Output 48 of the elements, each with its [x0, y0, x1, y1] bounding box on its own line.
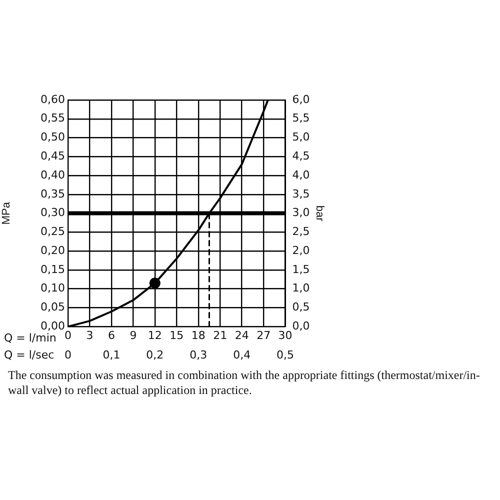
x-tick-label: 3: [86, 329, 94, 342]
x2-tick-label: 0,1: [102, 348, 120, 362]
y2-tick-label: 4,0: [292, 168, 310, 182]
x-tick-label: 0: [64, 329, 72, 342]
y-tick-label: 0,00: [40, 319, 65, 332]
x-tick-label: 18: [191, 329, 206, 342]
y-tick-label: 0,10: [40, 282, 65, 295]
y2-tick-label: 0,5: [292, 300, 310, 314]
y-tick-label: 0,35: [40, 187, 65, 200]
y-tick-label: 0,25: [40, 225, 65, 238]
y-tick-label: 0,50: [40, 130, 65, 144]
y2-tick-label: 5,5: [292, 112, 310, 125]
x2-tick-label: 0,5: [276, 348, 294, 362]
y2-tick-label: 6,0: [292, 92, 310, 106]
y2-tick-label: 2,0: [292, 244, 310, 257]
y2-tick-label: 1,5: [292, 262, 310, 276]
y-tick-label: 0,45: [40, 150, 65, 163]
y-tick-label: 0,15: [40, 262, 65, 276]
x2-tick-label: 0,4: [233, 348, 251, 362]
x-axis-title: Q = l/min: [4, 331, 56, 344]
x-tick-label: 9: [130, 329, 137, 342]
y2-tick-label: 2,5: [292, 225, 310, 238]
x-tick-label: 12: [148, 329, 162, 342]
y-tick-label: 0,20: [40, 244, 65, 257]
y2-axis-title: bar: [313, 205, 326, 222]
x-tick-label: 27: [256, 329, 271, 342]
y-tick-label: 0,40: [40, 168, 65, 182]
x-tick-label: 30: [278, 329, 292, 342]
x2-tick-label: 0,3: [190, 348, 208, 362]
y2-tick-label: 0,0: [292, 319, 310, 332]
y-tick-label: 0,55: [40, 112, 65, 125]
x2-tick-label: 0,2: [146, 348, 164, 362]
y2-tick-label: 3,5: [292, 187, 310, 200]
y-tick-label: 0,30: [40, 206, 65, 220]
text: The consumption was measured in combination with the appropriate fittings (thermostat/mixer/in-wall valve) to reflect actual application in practice.: [8, 368, 481, 398]
y2-tick-label: 5,0: [292, 130, 310, 144]
x2-tick-label: 0: [64, 348, 72, 362]
x-tick-label: 15: [170, 329, 184, 342]
y-tick-label: 0,05: [40, 300, 65, 314]
y-tick-label: 0,60: [40, 92, 65, 106]
x-tick-label: 21: [213, 329, 228, 342]
y-axis-title: MPa: [0, 201, 13, 225]
x-tick-label: 24: [234, 329, 249, 342]
y2-tick-label: 4,5: [292, 150, 310, 163]
y2-tick-label: 1,0: [292, 282, 310, 295]
x-tick-label: 6: [108, 329, 115, 342]
y2-tick-label: 3,0: [292, 206, 310, 220]
x2-axis-title: Q = l/sec: [4, 348, 54, 362]
